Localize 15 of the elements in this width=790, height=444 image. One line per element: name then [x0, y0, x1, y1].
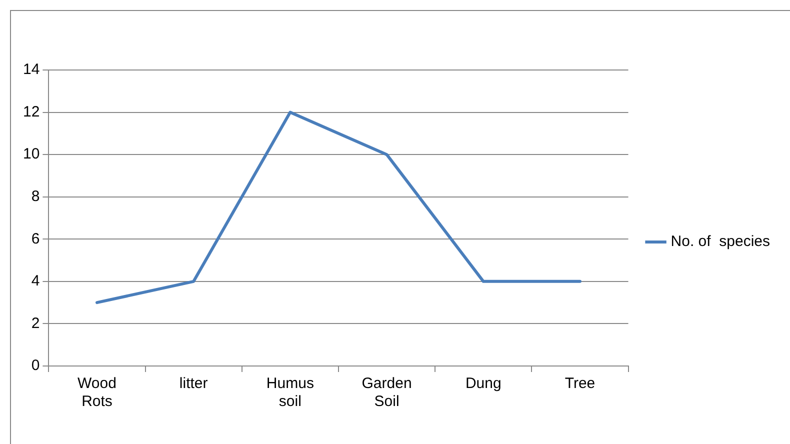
y-tick-label: 10 — [22, 146, 40, 163]
x-tick-label: Garden Soil — [362, 375, 412, 410]
y-tick-label: 0 — [31, 357, 40, 374]
y-tick-label: 2 — [31, 314, 40, 332]
legend-label: No. of species — [670, 233, 770, 250]
y-tick-label: 8 — [31, 188, 40, 205]
y-tick-label: 6 — [31, 230, 40, 248]
x-tick-label: litter — [179, 375, 208, 392]
x-tick-label: Tree — [564, 375, 596, 392]
x-tick-label: Humus soil — [266, 375, 314, 410]
y-tick-label: 4 — [31, 272, 40, 290]
x-tick-label: Dung — [465, 375, 502, 392]
y-tick-label: 12 — [22, 103, 40, 120]
x-tick-label: Wood Rots — [78, 375, 116, 410]
y-tick-label: 14 — [22, 61, 40, 78]
